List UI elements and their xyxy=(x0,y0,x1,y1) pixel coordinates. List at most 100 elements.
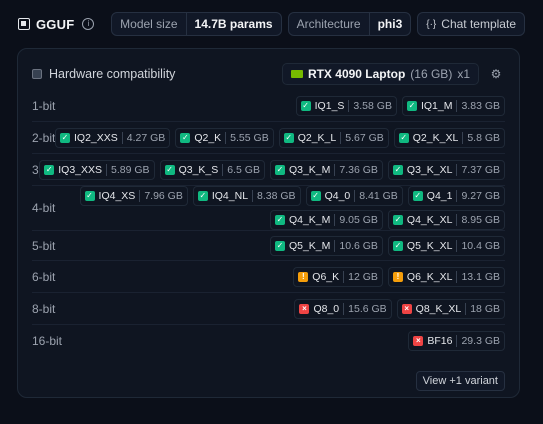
quant-chip[interactable]: ✓ Q4_1 9.27 GB xyxy=(407,186,505,206)
quant-chip[interactable]: ✓ Q2_K 5.55 GB xyxy=(175,127,274,148)
check-icon: ✓ xyxy=(274,164,285,175)
gear-icon[interactable]: ⚙ xyxy=(490,67,502,81)
quant-size: 10.4 GB xyxy=(456,239,500,252)
gpu-name: RTX 4090 Laptop xyxy=(307,67,406,81)
quant-chip[interactable]: ✓ Q3_K_XL 7.37 GB xyxy=(387,159,505,180)
template-icon: {·} xyxy=(426,18,437,30)
warning-icon: ! xyxy=(392,271,403,282)
check-icon: ✓ xyxy=(412,191,423,201)
quant-name: IQ1_S xyxy=(314,100,345,112)
quant-chip[interactable]: ✓ Q4_K_M 9.05 GB xyxy=(269,210,383,230)
check-icon: ✓ xyxy=(60,132,70,143)
quant-size: 9.05 GB xyxy=(334,214,378,226)
quant-name: IQ3_XXS xyxy=(58,163,103,176)
view-variant-button[interactable]: View +1 variant xyxy=(415,371,505,391)
check-icon: ✓ xyxy=(180,132,191,143)
quant-chip[interactable]: ✓ Q5_K_M 10.6 GB xyxy=(269,235,383,256)
quant-name: Q2_K_XL xyxy=(412,131,459,144)
quant-chip[interactable]: × Q8_K_XL 18 GB xyxy=(396,298,505,319)
quant-size: 3.58 GB xyxy=(348,100,392,112)
quant-chip[interactable]: ! Q6_K_XL 13.1 GB xyxy=(387,266,505,287)
quant-name: Q8_K_XL xyxy=(415,302,462,315)
quant-size: 8.41 GB xyxy=(354,190,398,202)
quant-name: Q8_0 xyxy=(313,302,340,315)
quant-size: 10.6 GB xyxy=(334,239,378,252)
quant-name: Q5_K_M xyxy=(288,239,331,252)
quant-chip[interactable]: ✓ IQ3_XXS 5.89 GB xyxy=(39,159,155,180)
quant-chip[interactable]: ! Q6_K 12 GB xyxy=(293,266,383,287)
x-icon: × xyxy=(299,303,310,314)
quant-row: 4-bit ✓ IQ4_XS 7.96 GB ✓ IQ4_NL 8.38 GB ✓ Q4_0 8.… xyxy=(32,186,505,231)
check-icon: ✓ xyxy=(274,215,285,225)
quant-size: 5.8 GB xyxy=(462,131,500,144)
hardware-compatibility-card: Hardware compatibility RTX 4090 Laptop (… xyxy=(17,48,520,398)
quant-size: 8.38 GB xyxy=(252,190,296,202)
check-icon: ✓ xyxy=(164,164,175,175)
quant-chip[interactable]: ✓ Q3_K_M 7.36 GB xyxy=(269,159,383,180)
quant-chip[interactable]: ✓ Q5_K_XL 10.4 GB xyxy=(387,235,505,256)
quant-size: 3.83 GB xyxy=(456,100,500,112)
bit-label: 16-bit xyxy=(32,334,63,348)
chat-template-button[interactable]: {·} Chat template xyxy=(417,12,525,36)
quant-chip[interactable]: × Q8_0 15.6 GB xyxy=(294,298,392,319)
quant-size: 5.55 GB xyxy=(225,131,269,144)
quant-chip[interactable]: ✓ IQ1_M 3.83 GB xyxy=(401,96,505,116)
quant-chip[interactable]: × BF16 29.3 GB xyxy=(408,331,505,351)
quant-name: Q4_1 xyxy=(426,190,453,202)
quant-chip[interactable]: ✓ Q2_K_XL 5.8 GB xyxy=(393,127,505,148)
quant-size: 12 GB xyxy=(343,270,378,283)
quant-chip[interactable]: ✓ IQ1_S 3.58 GB xyxy=(295,96,397,116)
hardware-title: Hardware compatibility xyxy=(49,67,176,81)
bit-label: 8-bit xyxy=(32,301,56,316)
warning-icon: ! xyxy=(298,271,309,282)
check-icon: ✓ xyxy=(283,132,294,143)
quant-name: Q2_K xyxy=(194,131,222,144)
quant-name: Q3_K_S xyxy=(178,163,219,176)
quant-row: 2-bit ✓ IQ2_XXS 4.27 GB ✓ Q2_K 5.55 GB ✓ Q2_K_L 5… xyxy=(32,122,505,154)
header: GGUF i Model size 14.7B params Architect… xyxy=(18,12,525,36)
page-title: GGUF xyxy=(36,16,75,32)
gpu-selector[interactable]: RTX 4090 Laptop (16 GB) x1 xyxy=(281,63,479,85)
quant-size: 13.1 GB xyxy=(456,270,500,283)
quant-size: 6.5 GB xyxy=(222,163,260,176)
info-icon[interactable]: i xyxy=(82,18,95,30)
quant-name: Q6_K xyxy=(312,270,340,283)
quant-name: IQ4_NL xyxy=(211,190,249,202)
quant-chip[interactable]: ✓ Q4_0 8.41 GB xyxy=(305,186,403,206)
architecture-label: Architecture xyxy=(296,17,361,31)
quant-row: 8-bit × Q8_0 15.6 GB × Q8_K_XL 18 GB xyxy=(32,293,505,325)
quant-row: 6-bit! Q6_K 12 GB! Q6_K_XL 13.1 GB xyxy=(32,261,505,293)
quant-name: Q3_K_M xyxy=(288,163,331,176)
quantization-rows: 1-bit ✓ IQ1_S 3.58 GB ✓ IQ1_M 3.83 GB 2-bit ✓ IQ2… xyxy=(32,91,505,357)
bit-label: 1-bit xyxy=(32,99,56,113)
gguf-logo: GGUF i xyxy=(18,16,95,32)
quant-size: 7.36 GB xyxy=(334,163,378,176)
check-icon: ✓ xyxy=(84,191,95,201)
quant-size: 5.89 GB xyxy=(106,163,150,176)
quant-chip[interactable]: ✓ Q4_K_XL 8.95 GB xyxy=(387,210,505,230)
quant-chip[interactable]: ✓ IQ4_XS 7.96 GB xyxy=(79,186,188,206)
quant-name: Q4_0 xyxy=(324,190,351,202)
bit-label: 6-bit xyxy=(32,269,56,284)
quant-size: 7.37 GB xyxy=(456,163,500,176)
quant-name: Q4_K_M xyxy=(288,214,331,226)
quant-row: 16-bit × BF16 29.3 GB xyxy=(32,325,505,357)
quant-size: 4.27 GB xyxy=(121,131,165,144)
quant-size: 18 GB xyxy=(465,302,500,315)
quant-chip[interactable]: ✓ IQ4_NL 8.38 GB xyxy=(192,186,301,206)
quant-name: Q6_K_XL xyxy=(406,270,453,283)
quant-row: 1-bit ✓ IQ1_S 3.58 GB ✓ IQ1_M 3.83 GB xyxy=(32,91,505,122)
quant-size: 5.67 GB xyxy=(340,131,384,144)
check-icon: ✓ xyxy=(392,164,403,175)
gguf-icon xyxy=(18,18,30,30)
quant-chip[interactable]: ✓ Q2_K_L 5.67 GB xyxy=(278,127,389,148)
quant-name: Q5_K_XL xyxy=(406,239,453,252)
quant-chip[interactable]: ✓ Q3_K_S 6.5 GB xyxy=(159,159,265,180)
hardware-icon xyxy=(32,69,42,79)
gpu-count: x1 xyxy=(457,67,470,81)
quant-chip[interactable]: ✓ IQ2_XXS 4.27 GB xyxy=(55,127,171,148)
bit-label: 5-bit xyxy=(32,238,56,253)
model-size-label: Model size xyxy=(120,17,178,31)
check-icon: ✓ xyxy=(406,101,417,111)
x-icon: × xyxy=(413,336,424,346)
